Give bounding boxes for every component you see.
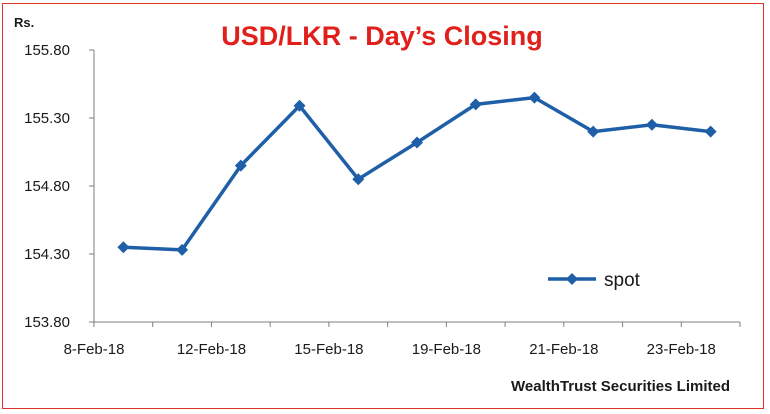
data-point-marker [645,118,658,131]
data-point-marker [704,125,717,138]
data-point-marker [411,136,423,149]
legend-marker [566,273,578,285]
y-tick-label: 154.80 [24,178,70,195]
footer-source: WealthTrust Securities Limited [511,378,730,395]
chart-frame [2,3,764,409]
data-point-marker [176,243,189,256]
axes [89,49,741,327]
y-tick-label: 155.30 [24,110,70,127]
x-tick-label: 21-Feb-18 [529,341,598,358]
tick-labels: 155.80 155.30 154.80 154.30 153.80 8-Feb-18 12… [24,42,716,358]
chart-title: USD/LKR - Day’s Closing [221,21,543,51]
data-point-marker [469,98,482,111]
x-tick-label: 23-Feb-18 [647,341,716,358]
data-point-marker [352,173,365,186]
y-tick-label: 153.80 [24,314,70,331]
data-point-marker [234,159,247,172]
x-tick-label: 15-Feb-18 [294,341,363,358]
y-axis-unit-label: Rs. [14,15,34,30]
x-tick-label: 12-Feb-18 [177,341,246,358]
legend: spot [548,270,641,291]
x-tick-label: 19-Feb-18 [412,341,481,358]
data-point-marker [587,125,600,138]
y-tick-label: 155.80 [24,42,70,59]
data-point-marker [117,241,130,254]
series-spot [117,91,717,256]
legend-label: spot [604,270,641,291]
data-point-marker [293,99,306,112]
series-line [123,95,711,252]
x-tick-label: 8-Feb-18 [64,341,125,358]
data-point-marker [528,91,541,104]
y-tick-label: 154.30 [24,246,70,263]
